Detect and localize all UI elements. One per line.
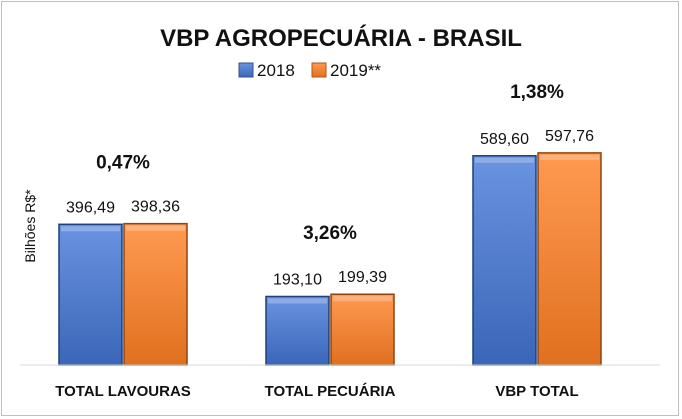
legend-swatch-2018 xyxy=(238,62,254,78)
bar-total-pecu-ria-2019 xyxy=(330,293,395,366)
bars xyxy=(58,152,602,366)
y-axis-label: Bilhões R$* xyxy=(22,189,38,263)
bar-total-lavouras-2019 xyxy=(123,222,188,366)
bar-vbp-total-2019 xyxy=(537,152,602,366)
bar-vbp-total-2018 xyxy=(472,155,537,366)
growth-label-total-pecu-ria: 3,26% xyxy=(303,223,357,244)
bar-bevel xyxy=(475,157,534,163)
bar-bevel xyxy=(540,154,599,160)
growth-label-vbp-total: 1,38% xyxy=(510,82,564,103)
data-label-total-pecu-ria-2019: 199,39 xyxy=(338,269,387,286)
legend: 2018 2019** xyxy=(238,61,381,80)
category-label-total-pecu-ria: TOTAL PECUÁRIA xyxy=(265,383,396,400)
category-label-total-lavouras: TOTAL LAVOURAS xyxy=(55,383,191,400)
bar-total-pecu-ria-2018 xyxy=(265,295,330,366)
data-label-total-pecu-ria-2018: 193,10 xyxy=(273,271,322,288)
category-label-vbp-total: VBP TOTAL xyxy=(495,383,578,400)
chart-title: VBP AGROPECUÁRIA - BRASIL xyxy=(160,24,522,52)
labels: 396,49 398,36 0,47% TOTAL LAVOURAS 193,10 199… xyxy=(55,82,594,400)
bar-bevel xyxy=(126,225,185,231)
data-label-total-lavouras-2019: 398,36 xyxy=(131,199,180,216)
legend-swatch-2019 xyxy=(311,62,327,78)
legend-label-2019: 2019** xyxy=(330,61,381,80)
data-label-vbp-total-2019: 597,76 xyxy=(545,128,594,145)
data-label-total-lavouras-2018: 396,49 xyxy=(66,199,115,216)
legend-label-2018: 2018 xyxy=(257,61,295,80)
data-label-vbp-total-2018: 589,60 xyxy=(480,131,529,148)
bar-total-lavouras-2018 xyxy=(58,223,123,366)
bar-bevel xyxy=(333,296,392,302)
bar-bevel xyxy=(268,298,327,304)
growth-label-total-lavouras: 0,47% xyxy=(96,153,150,174)
bar-bevel xyxy=(61,226,120,232)
